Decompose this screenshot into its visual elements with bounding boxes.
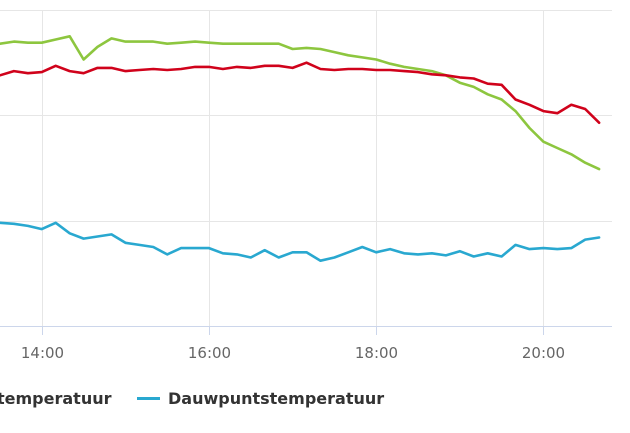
legend-label: temperatuur (0, 389, 112, 408)
series-line-dauwpuntstemperatuur (0, 221, 601, 262)
series-group (0, 35, 601, 262)
grid (0, 10, 612, 326)
x-tick-label: 20:00 (522, 344, 565, 362)
legend-label: Dauwpuntstemperatuur (168, 389, 385, 408)
x-tick-label: 18:00 (355, 344, 398, 362)
series-line-temperatuur (0, 61, 601, 124)
series-line-series-1 (0, 35, 601, 171)
legend-item-temperatuur[interactable]: temperatuur (0, 389, 111, 408)
x-tick-label: 14:00 (21, 344, 64, 362)
legend-item-dauwpuntstemperatuur[interactable]: Dauwpuntstemperatuur (137, 389, 384, 408)
x-tick-label: 16:00 (188, 344, 231, 362)
legend-swatch-icon (137, 397, 160, 400)
x-axis: 14:00 16:00 18:00 20:00 (0, 326, 612, 362)
